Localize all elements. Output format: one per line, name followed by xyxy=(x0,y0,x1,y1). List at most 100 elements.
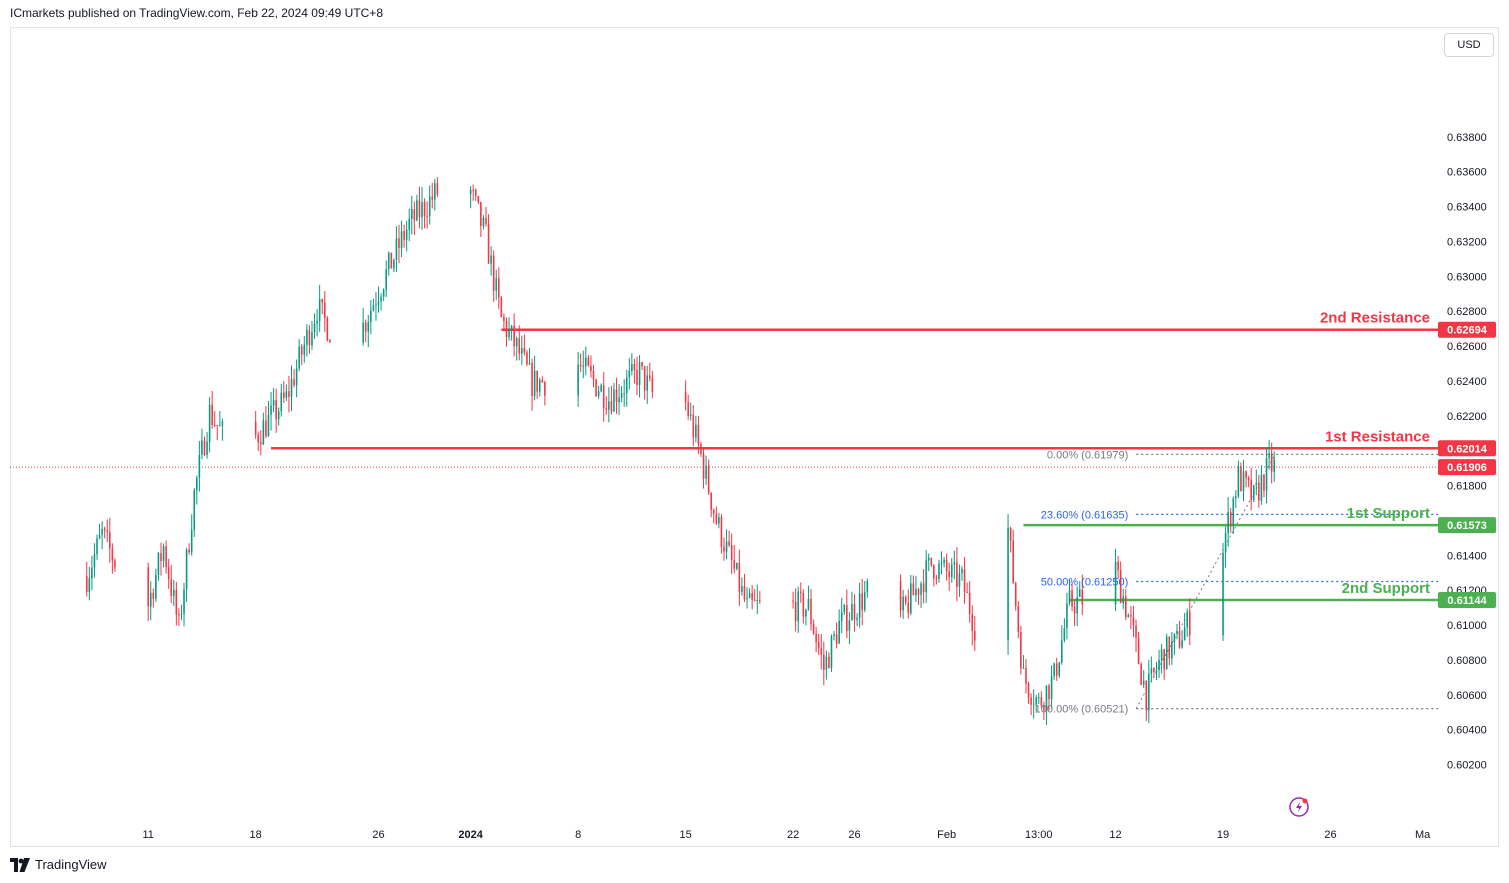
candle-body xyxy=(692,414,695,438)
footer: TradingView xyxy=(10,857,107,872)
x-tick-label: 19 xyxy=(1217,829,1229,841)
candle-body xyxy=(810,598,812,624)
candle-body xyxy=(1127,614,1130,618)
currency-button[interactable]: USD xyxy=(1444,33,1494,57)
y-tick-label: 0.62400 xyxy=(1447,376,1487,388)
candle-body xyxy=(840,611,843,622)
candle-body xyxy=(303,344,306,355)
candle-body xyxy=(858,593,861,618)
candle-body xyxy=(413,209,416,221)
candle-body xyxy=(262,420,265,445)
candle-body xyxy=(480,202,482,227)
fib-level-label: 23.60% (0.61635) xyxy=(1041,509,1128,521)
candle-body xyxy=(1055,663,1058,676)
candle-body xyxy=(715,513,718,524)
candle-body xyxy=(265,420,267,437)
price-badge xyxy=(1438,591,1496,608)
candle-body xyxy=(605,408,608,410)
candle-body xyxy=(505,321,508,338)
candle-body xyxy=(1025,667,1027,684)
candle-body xyxy=(910,583,912,614)
x-tick-label: 8 xyxy=(575,829,581,841)
candle-body xyxy=(613,389,615,412)
candle-body xyxy=(114,560,116,568)
candle-body xyxy=(702,453,705,479)
candle-body xyxy=(730,545,733,561)
candle-body xyxy=(162,546,165,562)
candle-body xyxy=(1150,668,1153,674)
candle-body xyxy=(1017,606,1020,633)
candle-body xyxy=(288,391,290,397)
candle-body xyxy=(85,576,88,592)
candle-body xyxy=(1135,625,1137,638)
candle-body xyxy=(820,648,823,655)
candle-body xyxy=(1173,633,1176,642)
candle-body xyxy=(1229,512,1232,525)
candle-body xyxy=(185,549,188,590)
candle-body xyxy=(428,196,431,217)
candle-body xyxy=(157,552,160,576)
candle-body xyxy=(393,259,395,269)
candle-body xyxy=(838,621,840,644)
candle-body xyxy=(1137,637,1140,664)
candle-body xyxy=(753,599,756,601)
candle-body xyxy=(410,209,413,219)
candle-body xyxy=(1145,680,1148,711)
candle-body xyxy=(208,404,211,442)
candle-body xyxy=(418,200,421,218)
candle-body xyxy=(515,338,518,347)
candle-body xyxy=(190,529,193,553)
y-tick-label: 0.60600 xyxy=(1447,690,1487,702)
candle-body xyxy=(280,392,283,412)
candle-body xyxy=(434,183,436,200)
candle-body xyxy=(625,377,628,394)
candle-body xyxy=(367,322,370,332)
price-badge-label: 0.61144 xyxy=(1447,595,1487,607)
candle-body xyxy=(426,215,428,217)
candle-body xyxy=(828,656,830,669)
y-tick-label: 0.61800 xyxy=(1447,481,1487,493)
candle-body xyxy=(712,509,715,514)
lightning-icon[interactable] xyxy=(1289,797,1309,817)
candle-body xyxy=(794,601,797,622)
candle-body xyxy=(267,414,270,437)
candle-body xyxy=(700,444,702,454)
candle-body xyxy=(149,592,152,607)
candle-body xyxy=(375,304,377,306)
candle-body xyxy=(835,634,838,644)
candle-body xyxy=(846,605,848,631)
candle-body xyxy=(968,592,971,615)
candle-body xyxy=(536,370,538,392)
y-tick-label: 0.62200 xyxy=(1447,411,1487,423)
x-tick-label: 12 xyxy=(1109,829,1121,841)
candle-body xyxy=(109,532,111,549)
candle-body xyxy=(707,465,710,493)
candle-body xyxy=(866,580,869,593)
candle-body xyxy=(93,553,96,568)
candle-body xyxy=(98,534,101,539)
candle-body xyxy=(1058,662,1061,676)
candle-body xyxy=(1222,552,1224,636)
candle-body xyxy=(485,217,487,224)
candle-body xyxy=(500,297,503,317)
candle-body xyxy=(1078,589,1081,598)
candle-body xyxy=(165,546,167,568)
candle-body xyxy=(1155,670,1158,672)
candle-body xyxy=(398,238,400,249)
candle-body xyxy=(1168,636,1171,659)
candle-body xyxy=(518,338,521,354)
candle-body xyxy=(1165,636,1168,670)
candle-body xyxy=(587,357,590,366)
candle-body xyxy=(538,379,541,392)
candle-body xyxy=(628,370,631,378)
candle-body xyxy=(817,642,820,649)
candle-body xyxy=(400,231,403,249)
chart-frame xyxy=(10,27,1499,847)
candle-body xyxy=(695,424,697,438)
candle-body xyxy=(275,400,277,420)
candle-body xyxy=(738,563,741,592)
candle-body xyxy=(390,252,393,269)
candle-body xyxy=(907,602,910,614)
candle-body xyxy=(853,604,856,620)
